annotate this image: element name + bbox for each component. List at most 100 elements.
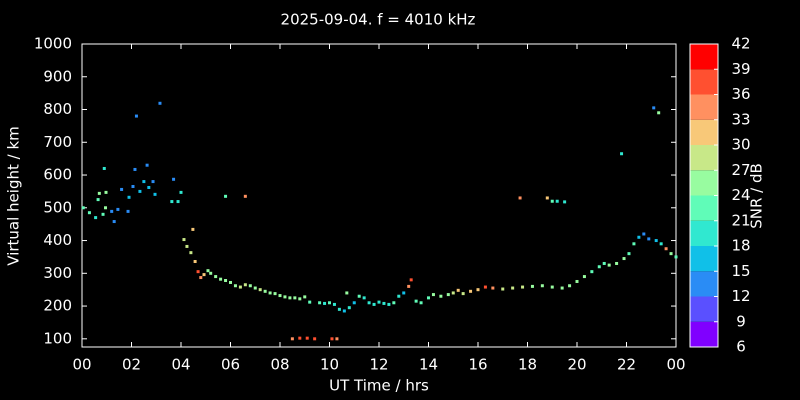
colorbar-tick-label: 42: [731, 35, 750, 53]
data-point: [172, 177, 176, 181]
data-point: [134, 114, 138, 118]
data-point: [202, 273, 206, 277]
data-point: [81, 206, 85, 210]
data-point: [456, 288, 460, 292]
data-point: [654, 239, 658, 243]
colorbar-tick-label: 9: [736, 312, 746, 330]
data-point: [219, 277, 223, 281]
x-tick-label: 20: [567, 356, 586, 374]
data-point: [102, 166, 106, 170]
x-tick-label: 06: [221, 356, 240, 374]
data-point: [138, 189, 142, 193]
data-point: [352, 301, 356, 305]
data-point: [293, 296, 297, 300]
data-point: [191, 227, 195, 231]
data-point: [151, 180, 155, 184]
data-point: [555, 199, 559, 203]
data-point: [313, 337, 317, 341]
x-tick-label: 04: [171, 356, 190, 374]
data-point: [615, 261, 619, 265]
data-point: [209, 271, 213, 275]
data-point: [427, 296, 430, 300]
data-point: [94, 216, 98, 220]
data-point: [397, 294, 401, 298]
data-point: [590, 270, 594, 274]
data-point: [491, 286, 495, 290]
data-point: [116, 207, 120, 211]
data-point: [392, 301, 396, 305]
data-point: [620, 152, 624, 156]
data-point: [550, 199, 554, 203]
data-point: [110, 209, 114, 213]
data-point: [104, 190, 108, 194]
data-point: [602, 261, 606, 265]
x-tick-label: 18: [518, 356, 537, 374]
data-point: [337, 307, 341, 311]
x-tick-label: 14: [419, 356, 438, 374]
data-point: [158, 101, 162, 105]
data-point: [637, 235, 641, 239]
data-point: [258, 288, 262, 292]
data-point: [372, 302, 376, 306]
data-point: [303, 295, 307, 299]
data-point: [182, 238, 186, 242]
data-point: [229, 280, 232, 284]
y-tick-label: 500: [43, 198, 72, 216]
x-tick-label: 02: [122, 356, 141, 374]
data-point: [387, 302, 391, 306]
data-point: [179, 190, 183, 194]
y-tick-label: 400: [43, 231, 72, 249]
x-tick-label: 00: [666, 356, 685, 374]
data-point: [530, 284, 534, 288]
data-point: [476, 288, 480, 292]
data-point: [142, 180, 146, 184]
data-point: [153, 192, 157, 196]
data-point: [131, 184, 135, 188]
x-tick-label: 10: [320, 356, 339, 374]
data-point: [652, 106, 656, 110]
data-point: [189, 251, 193, 255]
y-tick-label: 300: [43, 264, 72, 282]
data-point: [305, 336, 309, 340]
colorbar-tick-label: 18: [731, 237, 750, 255]
chart-title: 2025-09-04. f = 4010 kHz: [281, 11, 476, 29]
y-tick-label: 200: [43, 297, 72, 315]
data-point: [545, 196, 549, 200]
data-point: [377, 300, 381, 304]
data-point: [104, 206, 108, 210]
data-point: [409, 278, 413, 282]
colorbar-segment: [690, 246, 718, 272]
data-point: [224, 279, 228, 283]
data-point: [120, 187, 124, 191]
data-point: [511, 286, 515, 290]
data-point: [657, 111, 661, 115]
data-point: [402, 291, 406, 295]
data-point: [563, 200, 567, 204]
data-point: [342, 309, 346, 313]
data-point: [330, 337, 334, 341]
data-point: [308, 300, 312, 304]
data-point: [233, 284, 237, 288]
data-point: [627, 252, 631, 256]
colorbar-tick-label: 15: [731, 262, 750, 280]
data-point: [214, 275, 218, 279]
data-point: [199, 276, 203, 280]
data-point: [632, 242, 636, 246]
data-point: [518, 196, 522, 200]
colorbar-segment: [690, 296, 718, 322]
colorbar-segment: [690, 220, 718, 246]
data-point: [147, 185, 151, 189]
y-tick-label: 900: [43, 67, 72, 85]
data-point: [243, 194, 247, 198]
colorbar-segment: [690, 195, 718, 221]
data-point: [298, 336, 302, 340]
data-point: [126, 209, 130, 213]
data-point: [414, 299, 418, 303]
colorbar-tick-label: 21: [731, 211, 750, 229]
data-point: [133, 167, 137, 171]
data-point: [332, 302, 336, 306]
data-point: [568, 284, 572, 288]
data-point: [318, 301, 322, 305]
data-point: [521, 285, 525, 289]
